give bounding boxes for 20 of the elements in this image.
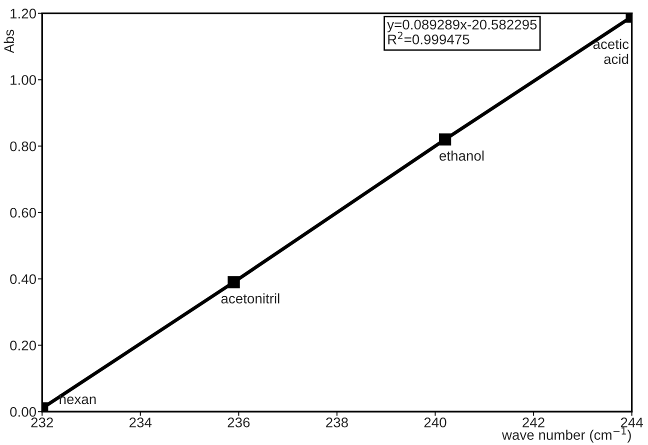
y-tick-label: 0.40 bbox=[10, 274, 36, 284]
x-axis-title: wave number (cm$^{−1}$) bbox=[502, 427, 631, 443]
x-tick-label: 232 bbox=[31, 418, 54, 428]
y-tick-label: 1.20 bbox=[10, 8, 36, 19]
x-tick-label: 242 bbox=[522, 418, 544, 428]
x-tick-label: 244 bbox=[620, 418, 643, 428]
y-tick-label: 0.20 bbox=[10, 340, 36, 350]
y-tick-label: 0.80 bbox=[10, 141, 36, 152]
x-tick-label: 234 bbox=[130, 418, 152, 428]
x-tick-label: 238 bbox=[326, 418, 348, 428]
x-tick-label: 240 bbox=[424, 418, 446, 428]
y-tick-label: 1.00 bbox=[10, 75, 36, 85]
annotation: ethanol bbox=[440, 150, 484, 161]
annotation: y=0.089289x-20.582295 R$^{2}$=0.999475 bbox=[387, 20, 537, 44]
y-axis-title: Abs bbox=[4, 30, 14, 54]
y-tick-label: 0.60 bbox=[10, 208, 36, 218]
annotation: hexan bbox=[60, 394, 96, 404]
annotation: acetonitril bbox=[221, 293, 280, 304]
x-tick-label: 236 bbox=[228, 418, 250, 428]
y-tick-label: 0.00 bbox=[10, 406, 36, 417]
